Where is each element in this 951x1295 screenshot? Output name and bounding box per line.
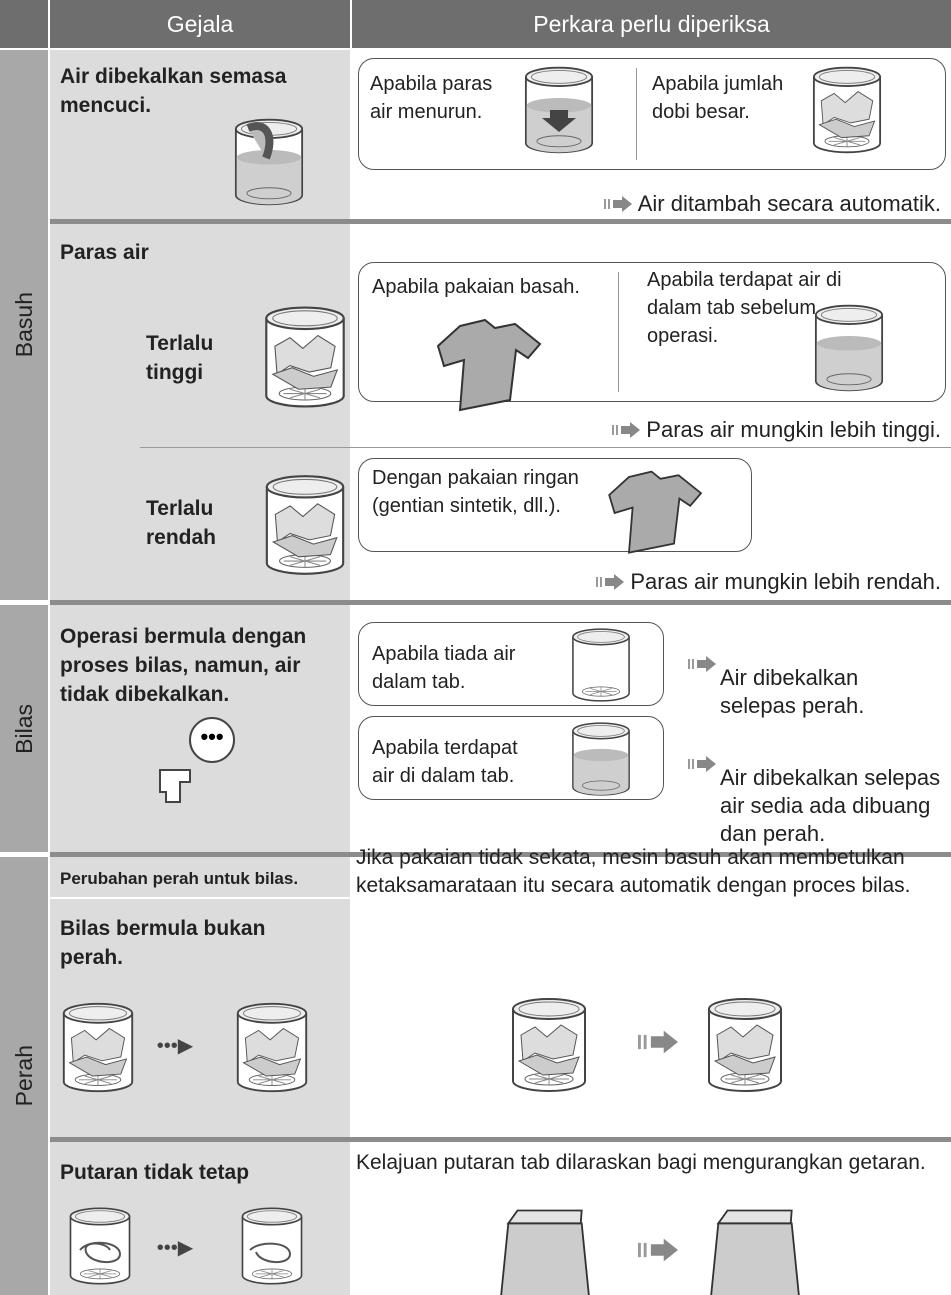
case-box	[358, 458, 752, 552]
case-box	[358, 262, 946, 402]
case-box	[358, 622, 664, 706]
case: Apabila terdapat air di dalam tab.	[372, 737, 518, 787]
row-divider	[140, 447, 951, 448]
svg-text:•••: •••	[200, 724, 223, 749]
symptom-sub: Terlalu tinggi	[146, 332, 214, 384]
symptom: Operasi bermula dengan proses bilas, nam…	[60, 625, 307, 706]
header-bar	[0, 0, 951, 48]
case: Apabila tiada air dalam tab.	[372, 643, 516, 693]
header-check: Perkara perlu diperiksa	[533, 11, 770, 37]
note: Perubahan perah untuk bilas.	[60, 869, 299, 888]
section-divider	[50, 600, 951, 605]
box-divider	[618, 272, 619, 392]
section-band	[0, 50, 48, 600]
symptom-sub: Terlalu rendah	[146, 497, 217, 549]
symptom: Paras air	[60, 241, 149, 264]
row-divider	[50, 897, 350, 899]
header-divider	[48, 0, 50, 48]
result: Paras air mungkin lebih rendah.	[596, 568, 941, 596]
svg-text:•••▶: •••▶	[157, 1035, 194, 1057]
section-band	[0, 857, 48, 1295]
row-divider	[50, 219, 951, 224]
case: Apabila terdapat air di dalam tab sebelu…	[647, 269, 842, 347]
header-divider	[350, 0, 352, 48]
case: Dengan pakaian ringan (gentian sintetik,…	[372, 467, 579, 517]
result: Air dibekalkan selepas perah.	[720, 665, 865, 718]
result: Air ditambah secara automatik.	[604, 190, 941, 218]
box-divider	[636, 68, 637, 160]
result-text: Air ditambah secara automatik.	[637, 191, 941, 216]
explanation: Jika pakaian tidak sekata, mesin basuh a…	[356, 846, 911, 897]
result: Air dibekalkan selepas air sedia ada dib…	[720, 765, 941, 846]
section-band	[0, 605, 48, 852]
row-divider	[50, 1137, 951, 1142]
case-box	[358, 716, 664, 800]
section-divider	[50, 852, 951, 857]
result: Paras air mungkin lebih tinggi.	[612, 416, 941, 444]
result-text: Paras air mungkin lebih tinggi.	[646, 417, 941, 442]
explanation: Kelajuan putaran tab dilaraskan bagi men…	[356, 1151, 926, 1174]
case-box	[358, 58, 946, 170]
symptom: Bilas bermula bukan perah.	[60, 917, 266, 969]
result-text: Paras air mungkin lebih rendah.	[630, 569, 941, 594]
svg-text:•••▶: •••▶	[157, 1237, 194, 1259]
case: Apabila jumlah dobi besar.	[652, 73, 784, 123]
symptom: Air dibekalkan semasa mencuci.	[60, 65, 287, 117]
symptom: Putaran tidak tetap	[60, 1161, 250, 1184]
case: Apabila pakaian basah.	[372, 276, 580, 298]
header-symptom: Gejala	[166, 11, 234, 37]
case: Apabila paras air menurun.	[370, 73, 493, 123]
